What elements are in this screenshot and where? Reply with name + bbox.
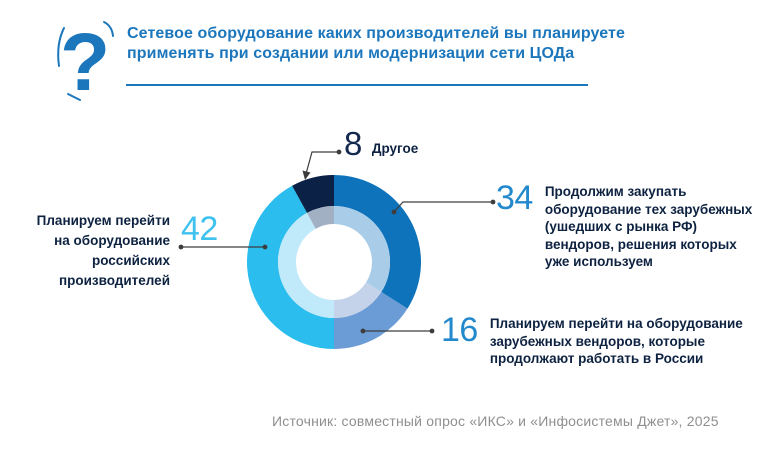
value-label: 42 xyxy=(181,210,218,248)
segment-label: Продолжим закупать оборудование тех зару… xyxy=(544,184,753,269)
callout-foreign-left-vendors: 34 Продолжим закупать оборудование тех з… xyxy=(496,179,779,271)
question-mark-icon: ? xyxy=(57,17,114,104)
callout-other: 8 Другое xyxy=(344,125,419,162)
donut-segment-42-inner xyxy=(278,212,334,318)
value-label: 34 xyxy=(496,179,533,217)
donut-segment-42-outer xyxy=(247,185,334,349)
donut-chart xyxy=(247,175,422,349)
callout-foreign-active-vendors: 16 Планируем перейти на оборудование зар… xyxy=(441,311,775,368)
donut-segment-8-inner xyxy=(307,206,334,229)
svg-text:?: ? xyxy=(60,17,110,104)
segment-label: Планируем перейти на оборудование россий… xyxy=(36,213,170,288)
segment-label: Планируем перейти на оборудование зарубе… xyxy=(489,316,743,366)
donut-segment-8-outer xyxy=(292,175,334,213)
value-label: 8 xyxy=(344,125,362,162)
page-title: Сетевое оборудование каких производителе… xyxy=(127,25,625,62)
value-label: 16 xyxy=(441,311,478,349)
segment-label: Другое xyxy=(371,141,419,156)
donut-segment-16-inner xyxy=(334,282,382,318)
source-note: Источник: совместный опрос «ИКС» и «Инфо… xyxy=(272,413,719,429)
donut-segment-34-inner xyxy=(334,206,390,293)
donut-segment-16-outer xyxy=(334,292,408,349)
title-underline xyxy=(126,84,588,86)
callout-russian-vendors: Планируем перейти на оборудование россий… xyxy=(28,210,219,291)
